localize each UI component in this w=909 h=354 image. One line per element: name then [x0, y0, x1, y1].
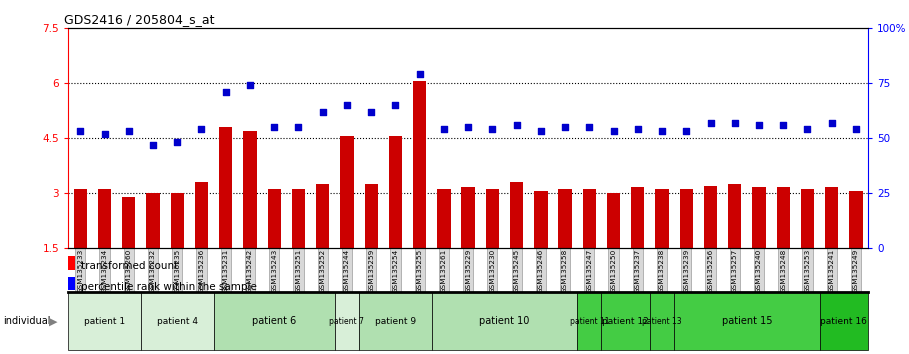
Point [364, 109, 378, 115]
Bar [437, 189, 451, 248]
Bar [650, 292, 674, 350]
Bar [631, 188, 644, 248]
Bar [340, 136, 354, 248]
Bar [704, 185, 717, 248]
Bar [171, 193, 184, 248]
Point [315, 109, 330, 115]
Bar [219, 127, 233, 248]
Point [679, 129, 694, 134]
Point [558, 124, 573, 130]
Point [340, 102, 355, 108]
Bar [655, 189, 669, 248]
Bar [68, 256, 75, 270]
Bar [335, 292, 359, 350]
Point [631, 126, 645, 132]
Bar [510, 182, 524, 248]
Point [267, 124, 282, 130]
Bar [98, 189, 111, 248]
Bar [602, 292, 650, 350]
Bar [68, 292, 141, 350]
Bar [432, 292, 577, 350]
Text: patient 1: patient 1 [84, 317, 125, 326]
Bar [849, 191, 863, 248]
Point [218, 89, 233, 95]
Bar [365, 184, 378, 248]
Point [388, 102, 403, 108]
Text: patient 15: patient 15 [722, 316, 772, 326]
Text: percentile rank within the sample: percentile rank within the sample [81, 282, 257, 292]
Point [122, 129, 136, 134]
Bar [776, 188, 790, 248]
Point [413, 72, 427, 77]
Text: patient 6: patient 6 [252, 316, 296, 326]
Bar [316, 184, 329, 248]
Text: patient 10: patient 10 [479, 316, 530, 326]
Point [291, 124, 305, 130]
Point [243, 82, 257, 88]
Point [824, 120, 839, 126]
Point [436, 126, 451, 132]
Text: patient 7: patient 7 [329, 317, 365, 326]
Bar [195, 182, 208, 248]
Point [849, 126, 864, 132]
Bar [607, 193, 620, 248]
Bar [680, 189, 693, 248]
Bar [753, 188, 765, 248]
Bar [728, 184, 742, 248]
Bar [674, 292, 820, 350]
Text: patient 16: patient 16 [821, 317, 867, 326]
Bar [558, 189, 572, 248]
Bar [583, 189, 596, 248]
Point [776, 122, 791, 128]
Text: patient 9: patient 9 [375, 317, 416, 326]
Point [582, 124, 596, 130]
Bar [74, 189, 87, 248]
Point [485, 126, 500, 132]
Bar [485, 189, 499, 248]
Point [461, 124, 475, 130]
Point [800, 126, 814, 132]
Bar [462, 188, 474, 248]
Bar [534, 191, 547, 248]
Bar [244, 131, 256, 248]
Bar [820, 292, 868, 350]
Bar [801, 189, 814, 248]
Bar [292, 189, 305, 248]
Bar [68, 276, 75, 290]
Point [195, 126, 209, 132]
Text: patient 12: patient 12 [603, 317, 649, 326]
Bar [146, 193, 160, 248]
Point [606, 129, 621, 134]
Bar [359, 292, 432, 350]
Bar [122, 196, 135, 248]
Point [727, 120, 742, 126]
Bar [141, 292, 214, 350]
Point [73, 129, 87, 134]
Text: patient 13: patient 13 [643, 317, 682, 326]
Text: transformed count: transformed count [81, 261, 178, 272]
Point [170, 139, 185, 145]
Point [534, 129, 548, 134]
Point [97, 131, 112, 137]
Text: individual: individual [3, 316, 50, 326]
Point [654, 129, 669, 134]
Bar [825, 188, 838, 248]
Point [145, 142, 160, 148]
Bar [413, 81, 426, 248]
Point [704, 120, 718, 126]
Point [509, 122, 524, 128]
Text: ▶: ▶ [49, 316, 57, 326]
Point [752, 122, 766, 128]
Text: patient 11: patient 11 [570, 317, 609, 326]
Text: patient 4: patient 4 [156, 317, 198, 326]
Bar [267, 189, 281, 248]
Bar [389, 136, 402, 248]
Text: GDS2416 / 205804_s_at: GDS2416 / 205804_s_at [65, 13, 215, 26]
Bar [214, 292, 335, 350]
Bar [577, 292, 602, 350]
